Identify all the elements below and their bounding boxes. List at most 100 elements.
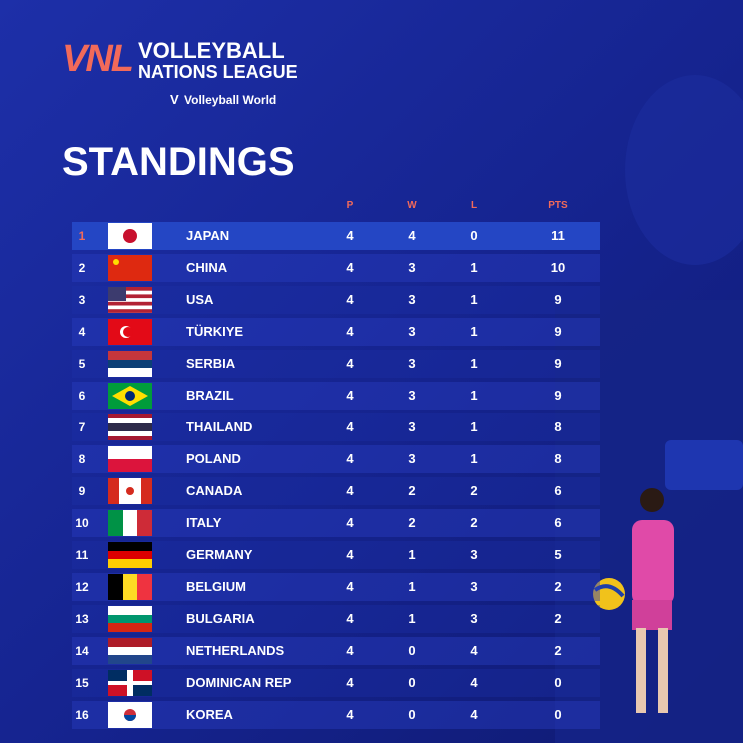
flag xyxy=(108,605,152,632)
team-name: BRAZIL xyxy=(186,387,234,403)
flag xyxy=(108,223,152,249)
stat: 4 xyxy=(470,674,478,690)
rank: 16 xyxy=(75,707,89,722)
column-header: L xyxy=(470,200,478,211)
flag xyxy=(108,286,152,313)
stat: 8 xyxy=(554,419,562,435)
stat: 1 xyxy=(470,355,478,371)
stat: 4 xyxy=(408,228,416,243)
stat: 4 xyxy=(346,451,354,467)
flag xyxy=(108,446,152,473)
stat: 1 xyxy=(408,547,416,562)
table-row: 10 ITALY 4 2 2 6 xyxy=(72,509,600,538)
team-name: KOREA xyxy=(186,706,233,722)
column-header: PTS xyxy=(548,200,568,211)
rank: 6 xyxy=(78,388,86,403)
rank: 4 xyxy=(78,324,86,339)
stat: 3 xyxy=(408,355,416,371)
table-row: 1 JAPAN 4 4 0 11 xyxy=(72,222,600,250)
stat: 1 xyxy=(470,259,478,275)
table-row: 13 BULGARIA 4 1 3 2 xyxy=(72,604,600,633)
stat: 4 xyxy=(346,228,354,243)
logo: VNL xyxy=(62,38,134,80)
team-name: DOMINICAN REP xyxy=(186,674,292,690)
stat: 2 xyxy=(554,578,562,594)
stat: 3 xyxy=(408,259,416,275)
stat: 6 xyxy=(554,515,562,531)
flag xyxy=(108,637,152,664)
stat: 3 xyxy=(470,578,478,594)
rank: 12 xyxy=(75,579,89,594)
stat: 3 xyxy=(408,387,416,403)
table-row: 4 TÜRKIYE 4 3 1 9 xyxy=(72,317,600,346)
stat: 4 xyxy=(346,323,354,339)
stat: 4 xyxy=(346,642,354,658)
stat: 4 xyxy=(346,355,354,371)
flag xyxy=(108,318,152,345)
stat: 1 xyxy=(470,323,478,339)
rank: 11 xyxy=(75,548,89,562)
flag xyxy=(108,478,152,505)
flag xyxy=(108,254,152,281)
stat: 11 xyxy=(551,228,565,243)
table-row: 3 USA 4 3 1 9 xyxy=(72,285,600,314)
table-row: 8 POLAND 4 3 1 8 xyxy=(72,445,600,474)
table-row: 15 DOMINICAN REP 4 0 4 0 xyxy=(72,668,600,697)
stat: 4 xyxy=(346,419,354,435)
team-name: CANADA xyxy=(186,483,243,499)
flag xyxy=(108,542,152,568)
stat: 0 xyxy=(408,674,416,690)
stat: 9 xyxy=(554,387,562,403)
rank: 5 xyxy=(78,356,86,371)
rank: 9 xyxy=(78,484,86,499)
rank: 13 xyxy=(75,611,89,626)
stat: 1 xyxy=(470,387,478,403)
stat: 4 xyxy=(346,515,354,531)
team-name: THAILAND xyxy=(186,419,253,435)
team-name: NETHERLANDS xyxy=(186,642,285,658)
team-name: ITALY xyxy=(186,515,222,531)
player-decoration xyxy=(555,75,743,743)
flag xyxy=(108,414,152,441)
rank: 2 xyxy=(78,260,86,275)
stat: 8 xyxy=(554,451,562,467)
rank: 14 xyxy=(75,643,89,658)
flag xyxy=(108,510,152,537)
team-name: CHINA xyxy=(186,259,228,275)
table-row: 6 BRAZIL 4 3 1 9 xyxy=(72,381,600,410)
stat: 9 xyxy=(554,323,562,339)
stat: 2 xyxy=(554,642,562,658)
team-name: SERBIA xyxy=(186,355,236,371)
rank: 3 xyxy=(78,292,86,307)
column-header: W xyxy=(407,200,417,211)
table-row: 7 THAILAND 4 3 1 8 xyxy=(72,413,600,442)
org-icon: V xyxy=(170,92,179,107)
table-row: 16 KOREA 4 0 4 0 xyxy=(72,700,600,729)
stat: 4 xyxy=(470,642,478,658)
stat: 4 xyxy=(346,610,354,626)
column-header: P xyxy=(346,200,354,211)
team-name: USA xyxy=(186,291,214,307)
rank: 15 xyxy=(75,675,89,690)
flag xyxy=(108,701,152,728)
rank: 7 xyxy=(78,420,86,435)
table-row: 9 CANADA 4 2 2 6 xyxy=(72,477,600,506)
stat: 4 xyxy=(470,706,478,722)
stat: 9 xyxy=(554,291,562,307)
team-name: BELGIUM xyxy=(186,578,246,594)
team-name: TÜRKIYE xyxy=(186,323,244,339)
stat: 4 xyxy=(346,706,354,722)
stat: 2 xyxy=(408,515,416,531)
stat: 3 xyxy=(408,419,416,435)
table-row: 11 GERMANY 4 1 3 5 xyxy=(72,541,600,569)
stat: 4 xyxy=(346,259,354,275)
stat: 4 xyxy=(346,387,354,403)
stat: 3 xyxy=(470,547,478,562)
league-name: NATIONS LEAGUE xyxy=(138,62,298,82)
table-row: 5 SERBIA 4 3 1 9 xyxy=(72,349,600,378)
stat: 0 xyxy=(408,642,416,658)
stat: 2 xyxy=(554,610,562,626)
rank: 8 xyxy=(78,452,86,467)
stat: 1 xyxy=(470,291,478,307)
table-row: 2 CHINA 4 3 1 10 xyxy=(72,253,600,282)
